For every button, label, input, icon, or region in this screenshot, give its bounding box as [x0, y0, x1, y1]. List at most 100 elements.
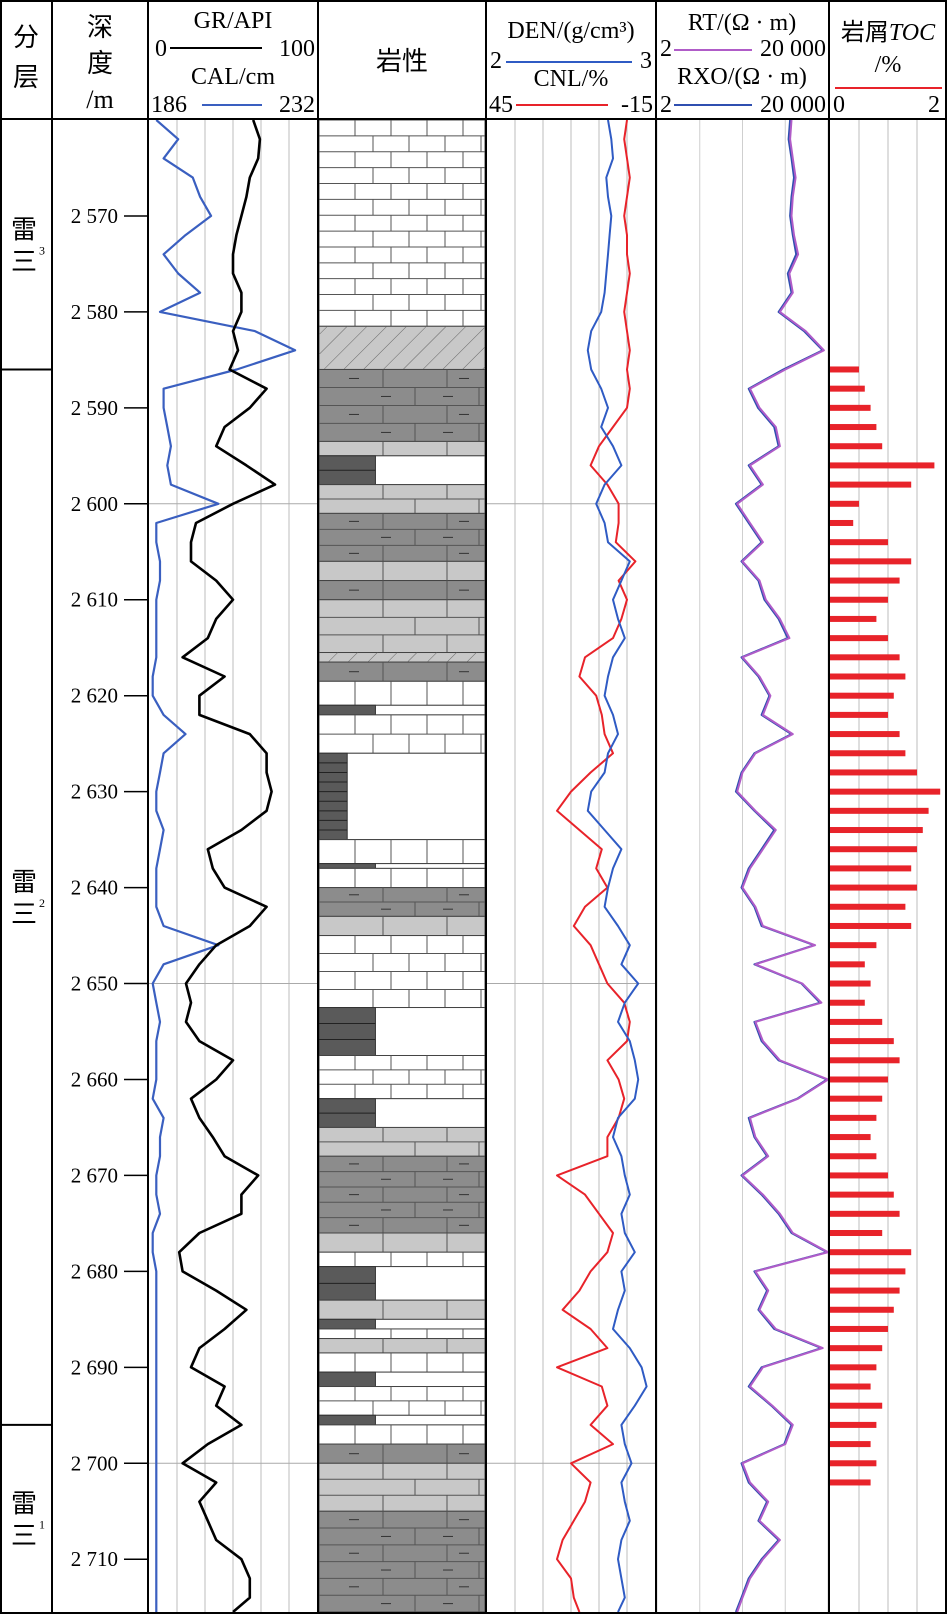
depth-label: 2 600	[71, 492, 118, 516]
depth-label: 2 630	[71, 780, 118, 804]
toc-bar	[830, 1172, 888, 1179]
rxo-min: 2	[660, 92, 672, 118]
layer-name: 雷	[11, 868, 37, 897]
layer-name: 雷	[11, 216, 37, 245]
depth-label: 2 690	[71, 1355, 118, 1379]
depth-column: 2 570 2 580 2 590 2 600 2 610 2 620 2 630 2 640…	[71, 204, 148, 1571]
lith-dolomite	[318, 915, 486, 937]
toc-bar	[830, 1057, 900, 1064]
lith-dolomite	[318, 1462, 486, 1512]
depth-label: 2 610	[71, 588, 118, 612]
gr-curve	[177, 120, 277, 1612]
lith-dolomite	[318, 1232, 486, 1253]
toc-bar	[830, 1134, 871, 1141]
toc-bar	[830, 750, 906, 757]
toc-bar	[830, 500, 859, 507]
toc-bar	[830, 1306, 894, 1313]
cal-min: 186	[151, 92, 187, 118]
rxo-max: 20 000	[760, 92, 826, 118]
layer-subscript: 3	[39, 244, 45, 258]
lith-limestone	[318, 1054, 486, 1100]
lith-limestone	[318, 1328, 486, 1340]
toc-bar	[830, 1268, 906, 1275]
toc-bar	[830, 807, 929, 814]
lith-limestone	[318, 680, 486, 706]
header-layer-1: 分	[13, 23, 39, 52]
toc-bar	[830, 1441, 871, 1448]
toc-bar	[830, 980, 871, 987]
layer-subscript: 1	[39, 1517, 45, 1531]
cal-max: 232	[279, 92, 315, 118]
toc-bar	[830, 635, 888, 642]
toc-bar	[830, 711, 888, 718]
gr-min: 0	[155, 36, 167, 62]
toc-title-unit: /%	[875, 52, 902, 78]
layer-name: 雷	[11, 1489, 37, 1518]
depth-label: 2 640	[71, 876, 118, 900]
toc-bar	[830, 1249, 912, 1256]
toc-bar	[830, 1076, 888, 1083]
layer-name: 三	[11, 900, 37, 929]
depth-label: 2 710	[71, 1547, 118, 1571]
toc-bar	[830, 673, 906, 680]
toc-bar	[830, 1038, 894, 1045]
den-max: 3	[640, 48, 652, 74]
toc-bar	[830, 865, 912, 872]
lith-dark	[318, 1318, 376, 1330]
den-min: 2	[490, 48, 502, 74]
toc-bar	[830, 846, 917, 853]
lith-dolomite	[318, 1338, 486, 1354]
toc-bar	[830, 1191, 894, 1198]
toc-bar	[830, 961, 865, 968]
cal-curve	[151, 120, 297, 1612]
toc-title: 岩屑TOC	[841, 19, 936, 46]
layer-name: 三	[11, 1521, 37, 1550]
rxo-title: RXO/(Ω · m)	[677, 64, 807, 90]
rt-min: 2	[660, 36, 672, 62]
depth-label: 2 580	[71, 300, 118, 324]
toc-bar	[830, 558, 912, 565]
cnl-min: 45	[489, 92, 513, 118]
lith-dark	[318, 704, 376, 716]
toc-bar	[830, 481, 912, 488]
toc-bar	[830, 596, 888, 603]
toc-bar	[830, 692, 894, 699]
cnl-max: -15	[621, 92, 653, 118]
toc-bar	[830, 1402, 883, 1409]
toc-bar	[830, 615, 877, 622]
toc-bar	[830, 1153, 877, 1160]
layer-name: 三	[11, 248, 37, 277]
toc-bar	[830, 1114, 877, 1121]
header-depth-1: 深	[87, 13, 113, 42]
toc-bar	[830, 1345, 883, 1352]
toc-bar	[830, 1460, 877, 1467]
toc-bar	[830, 577, 900, 584]
lith-limestone	[318, 1352, 486, 1373]
lith-dark	[318, 752, 348, 841]
lith-dark	[318, 863, 376, 869]
toc-bar	[830, 385, 865, 392]
lith-limestone	[318, 867, 486, 889]
toc-bar	[830, 539, 888, 546]
toc-bar	[830, 1095, 883, 1102]
rt-max: 20 000	[760, 36, 826, 62]
lith-limestone	[318, 119, 486, 327]
toc-bar	[830, 999, 865, 1006]
grid-lines	[149, 120, 918, 1612]
lith-dark	[318, 1007, 376, 1056]
lith-limestone	[318, 1424, 486, 1445]
toc-bar	[830, 903, 906, 910]
toc-bar	[830, 788, 941, 795]
log-curves	[151, 120, 828, 1612]
toc-bar	[830, 424, 877, 431]
lithology-column	[318, 119, 486, 1613]
lith-limestone	[318, 839, 486, 865]
lith-hatch	[319, 326, 485, 370]
toc-bar	[830, 404, 871, 411]
lith-hatch	[319, 652, 485, 663]
header-depth-3: /m	[86, 85, 113, 114]
depth-label: 2 620	[71, 684, 118, 708]
den-curve	[586, 120, 648, 1612]
